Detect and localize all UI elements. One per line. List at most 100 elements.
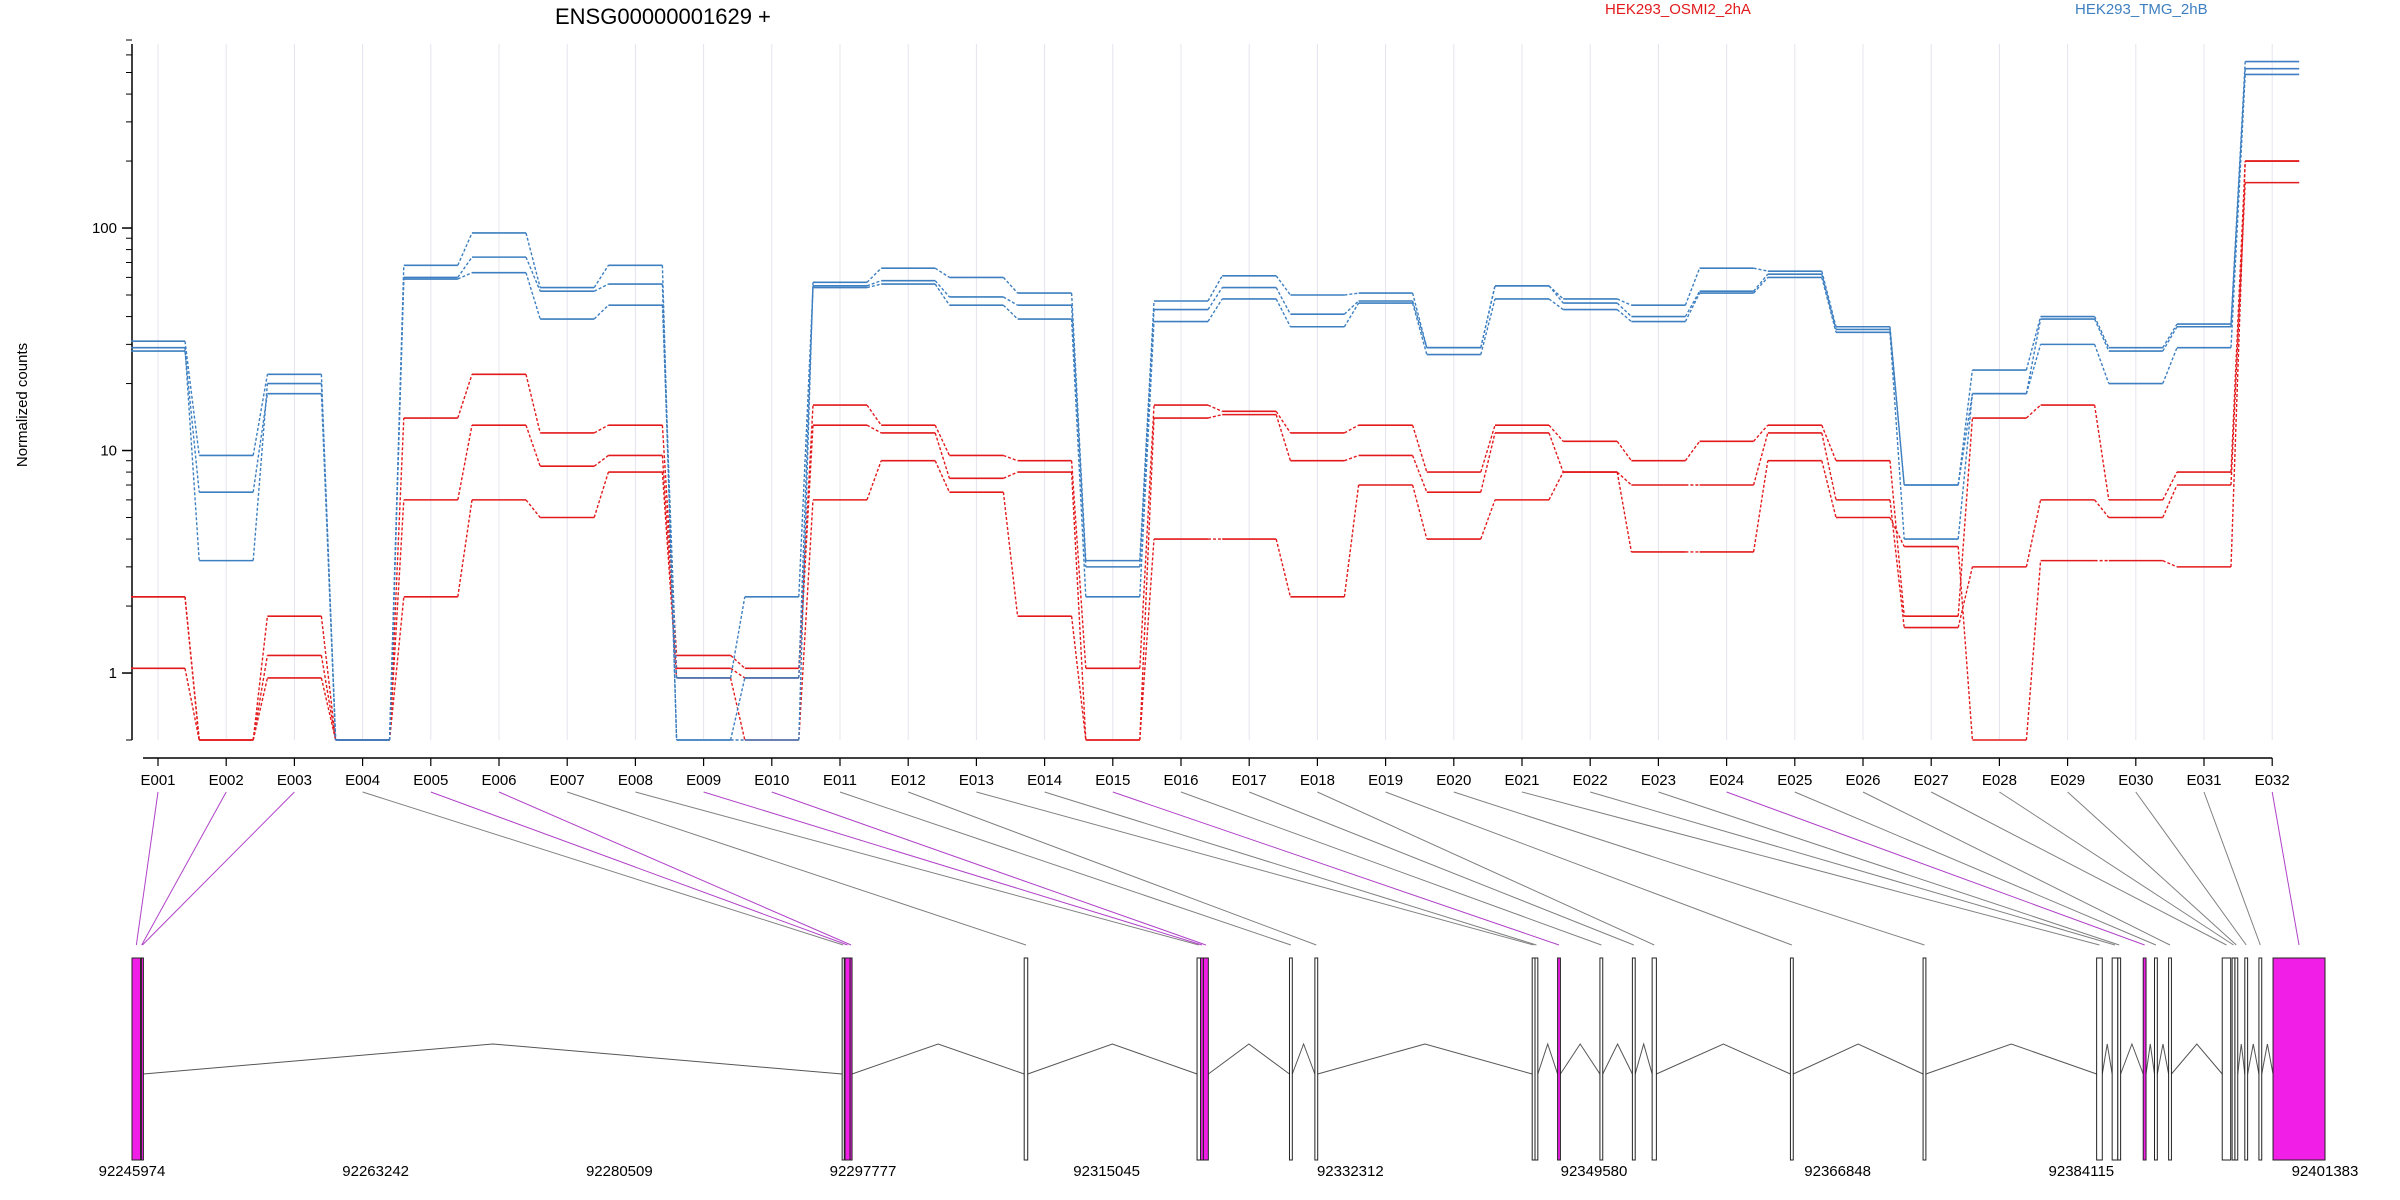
exon-box-E021	[2096, 957, 2103, 1161]
exon-box-E007	[1023, 957, 1029, 1161]
exon-box-E032	[2272, 957, 2326, 1161]
y-axis: 1 10 100	[92, 39, 133, 741]
intron-line	[143, 1043, 843, 1075]
connector-E009	[703, 791, 1203, 946]
genomic-tick-label: 92315045	[1073, 1163, 1140, 1180]
genomic-tick-label: 92297777	[830, 1163, 897, 1180]
connector-E026	[1862, 791, 2171, 946]
exon-box-E010	[1202, 957, 1209, 1161]
connector-E021	[1521, 791, 2100, 946]
exon-box-E017	[1631, 957, 1636, 1161]
x-tick-label-E006: E006	[481, 772, 516, 789]
series-transition	[184, 161, 2246, 741]
exon-box-E016	[1599, 957, 1604, 1161]
intron-line	[2101, 1043, 2113, 1075]
exon-box-E020	[1922, 957, 1927, 1161]
x-tick-label-E001: E001	[140, 772, 175, 789]
exon-box-E031	[2258, 957, 2263, 1161]
series-line-1	[131, 160, 2300, 741]
intron-line	[2247, 1043, 2260, 1075]
intron-line	[2171, 1043, 2223, 1075]
intron-line	[1602, 1042, 1633, 1075]
series-transition	[184, 61, 2246, 741]
connector-E004	[362, 791, 844, 946]
x-tick-label-E012: E012	[891, 772, 926, 789]
vertical-gridlines	[157, 44, 2273, 740]
intron-line	[851, 1043, 1025, 1075]
legend-osmi2: HEK293_OSMI2_2hA	[1605, 1, 1751, 18]
genomic-tick-label: 92366848	[1804, 1163, 1871, 1180]
intron-line	[1559, 1043, 1601, 1075]
x-tick-label-E026: E026	[1845, 772, 1880, 789]
series-transition	[184, 161, 2246, 741]
x-axis-exons: E001 E002 E003 E004 E005 E006 E007 E008 E009 E010…	[140, 757, 2290, 789]
genomic-tick-label: 92332312	[1317, 1163, 1384, 1180]
intron-line	[2237, 1043, 2246, 1075]
x-tick-label-E017: E017	[1232, 772, 1267, 789]
intron-line	[1656, 1043, 1791, 1075]
x-tick-label-E002: E002	[209, 772, 244, 789]
connector-E007	[567, 791, 1027, 946]
connector-E025	[1794, 791, 2157, 946]
exon-box-E023	[2117, 957, 2122, 1161]
exon-box-E030	[2244, 957, 2249, 1161]
exon-box-E003	[140, 957, 144, 1161]
intron-line	[1291, 1042, 1316, 1075]
exon-box-E012	[1314, 957, 1319, 1161]
connector-E002	[141, 791, 227, 946]
genomic-axis: 92245974 92263242 92280509 92297777 92315045…	[99, 1163, 2359, 1180]
exon-box-E011	[1288, 957, 1293, 1161]
series-line-4	[131, 60, 2300, 741]
x-tick-label-E007: E007	[550, 772, 585, 789]
intron-line	[1537, 1042, 1559, 1075]
exon-box-E025	[2153, 957, 2158, 1161]
connector-E010	[771, 791, 1207, 946]
exon-box-E008	[1196, 957, 1202, 1161]
exon-box-E027	[2221, 957, 2232, 1161]
exon-box-E022	[2111, 957, 2119, 1161]
series-line-2	[131, 181, 2300, 741]
connector-E005	[430, 791, 848, 946]
intron-line	[1027, 1043, 1198, 1075]
intron-line	[1925, 1043, 2097, 1075]
exon-box-E018	[1651, 957, 1657, 1161]
x-tick-label-E022: E022	[1573, 772, 1608, 789]
connector-E030	[2135, 791, 2247, 946]
connector-E016	[1180, 791, 1602, 946]
genomic-tick-label: 92280509	[586, 1163, 653, 1180]
genomic-tick-label: 92349580	[1561, 1163, 1628, 1180]
y-tick-label: 10	[100, 443, 117, 460]
intron-line	[1208, 1043, 1290, 1075]
series-transition	[184, 74, 2246, 741]
x-tick-label-E008: E008	[618, 772, 653, 789]
connector-E015	[1112, 791, 1560, 946]
x-tick-label-E014: E014	[1027, 772, 1062, 789]
genomic-tick-label: 92401383	[2292, 1163, 2359, 1180]
x-tick-label-E018: E018	[1300, 772, 1335, 789]
connector-E003	[142, 791, 295, 946]
x-tick-label-E021: E021	[1504, 772, 1539, 789]
series-lines	[131, 60, 2300, 741]
exon-box-E019	[1789, 957, 1794, 1161]
x-tick-label-E003: E003	[277, 772, 312, 789]
connector-E008	[635, 791, 1199, 946]
intron-line	[2120, 1042, 2144, 1075]
exon-box-E004	[841, 957, 845, 1161]
x-tick-label-E024: E024	[1709, 772, 1744, 789]
gene-model-track	[131, 957, 2326, 1161]
exon-box-E029	[2234, 957, 2239, 1161]
intron-line	[2145, 1043, 2155, 1075]
connector-E011	[839, 791, 1292, 946]
series-line-3	[131, 160, 2300, 741]
connector-E023	[1658, 791, 2120, 946]
chart-title: ENSG00000001629 +	[555, 4, 771, 29]
x-tick-label-E020: E020	[1436, 772, 1471, 789]
x-tick-label-E025: E025	[1777, 772, 1812, 789]
intron-line	[2261, 1043, 2274, 1075]
x-tick-label-E030: E030	[2118, 772, 2153, 789]
exon-box-E015	[1557, 957, 1561, 1161]
intron-line	[1793, 1043, 1924, 1075]
connector-E001	[135, 791, 159, 946]
exon-connectors	[135, 791, 2300, 946]
